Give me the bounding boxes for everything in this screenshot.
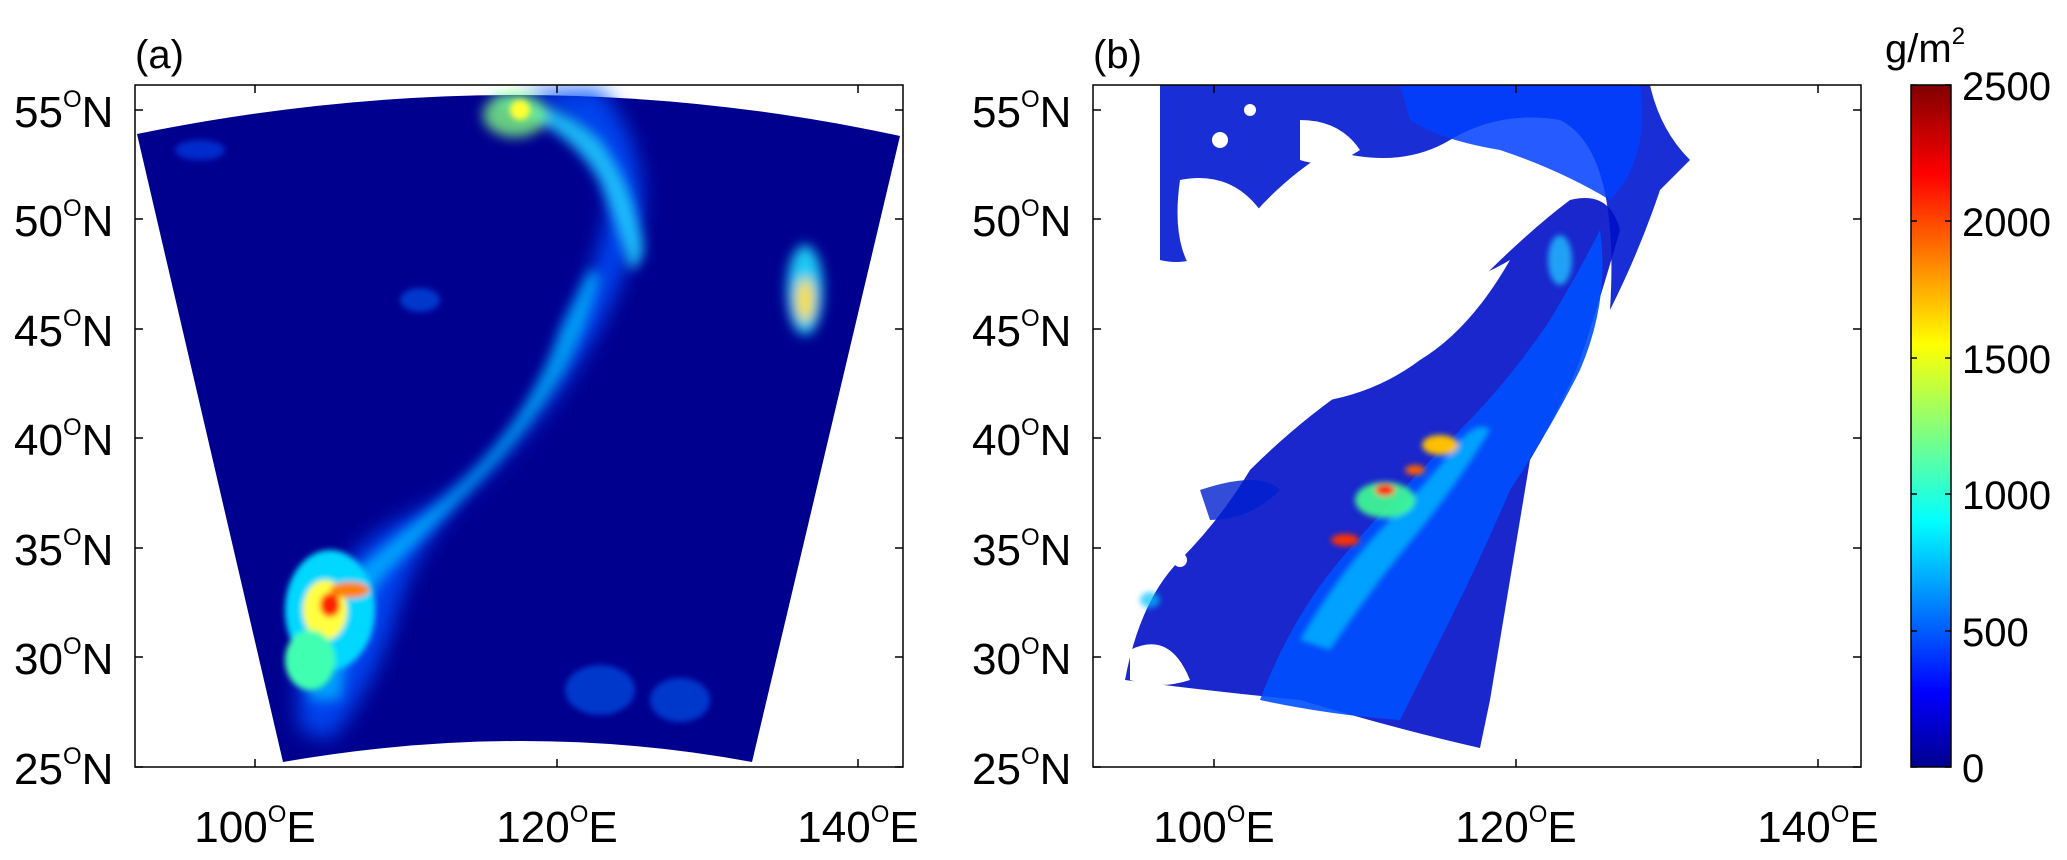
lat-label-50: 50ON (14, 195, 113, 246)
panel-a-cloud-field (175, 88, 823, 740)
lat-label-55: 55ON (972, 86, 1071, 137)
lat-label-55: 55ON (14, 86, 113, 137)
lat-label-25: 25ON (972, 743, 1071, 794)
colorbar-tick-marks (1911, 84, 1951, 768)
panel-b-label: (b) (1093, 33, 1142, 77)
colorbar-tick-500: 500 (1962, 611, 2029, 655)
colorbar-tick-2500: 2500 (1962, 65, 2051, 109)
panel-a: (a) 25ON 30ON 35ON 40ON 45ON 50ON 55ON 1… (14, 33, 919, 852)
lat-label-40: 40ON (972, 414, 1071, 465)
colorbar-tick-0: 0 (1962, 747, 1984, 791)
lat-label-35: 35ON (14, 524, 113, 575)
colorbar-gradient (1910, 84, 1952, 768)
lat-label-30: 30ON (14, 633, 113, 684)
lat-label-50: 50ON (972, 195, 1071, 246)
colorbar-tick-1500: 1500 (1962, 338, 2051, 382)
panel-b-map (1125, 85, 1690, 748)
lat-label-40: 40ON (14, 414, 113, 465)
panel-b-lon-tick-marks (1213, 85, 1819, 767)
colorbar-tick-labels: 0 500 1000 1500 2000 2500 (1962, 65, 2051, 791)
lon-label-120: 120OE (496, 801, 617, 852)
colorbar-tick-1000: 1000 (1962, 474, 2051, 518)
panel-a-map (137, 88, 900, 762)
lon-label-100: 100OE (194, 801, 315, 852)
panel-a-lat-labels: 25ON 30ON 35ON 40ON 45ON 50ON 55ON (14, 86, 113, 794)
panel-a-frame (134, 84, 904, 768)
lat-label-45: 45ON (14, 305, 113, 356)
colorbar-unit: g/m2 (1885, 23, 1965, 71)
panel-a-lon-tick-marks (254, 85, 859, 767)
panel-a-label: (a) (135, 33, 184, 77)
colorbar: g/m2 0 500 1000 1500 2000 2500 (1885, 23, 2051, 791)
lat-label-45: 45ON (972, 305, 1071, 356)
lon-label-140: 140OE (797, 801, 918, 852)
lat-label-35: 35ON (972, 524, 1071, 575)
panel-b: (b) 25ON 30ON 35ON 40ON 45ON 50ON 55ON 1… (972, 33, 1879, 852)
panel-a-lat-tick-marks (135, 109, 903, 768)
lon-label-100: 100OE (1153, 801, 1274, 852)
panel-a-lon-labels: 100OE 120OE 140OE (194, 801, 918, 852)
panel-b-lon-labels: 100OE 120OE 140OE (1153, 801, 1878, 852)
lon-label-120: 120OE (1455, 801, 1576, 852)
panel-b-lat-labels: 25ON 30ON 35ON 40ON 45ON 50ON 55ON (972, 86, 1071, 794)
lat-label-25: 25ON (14, 743, 113, 794)
lon-label-140: 140OE (1757, 801, 1878, 852)
lat-label-30: 30ON (972, 633, 1071, 684)
panel-b-lat-tick-marks (1093, 109, 1861, 768)
panel-b-frame (1092, 84, 1862, 768)
colorbar-tick-2000: 2000 (1962, 201, 2051, 245)
panel-b-cloud-field (1125, 85, 1690, 748)
